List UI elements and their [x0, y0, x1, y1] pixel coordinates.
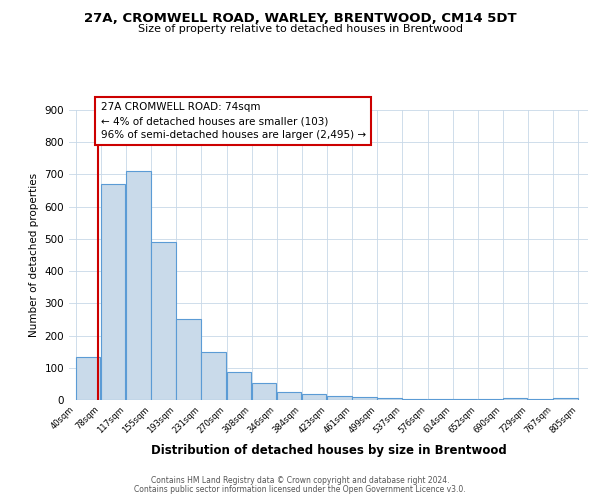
Bar: [176, 320, 201, 400]
Text: Size of property relative to detached houses in Brentwood: Size of property relative to detached ho…: [137, 24, 463, 34]
Bar: [227, 372, 251, 400]
Bar: [252, 383, 277, 400]
Bar: [277, 392, 301, 400]
Bar: [127, 171, 151, 400]
Text: 27A CROMWELL ROAD: 74sqm
← 4% of detached houses are smaller (103)
96% of semi-d: 27A CROMWELL ROAD: 74sqm ← 4% of detache…: [101, 102, 365, 141]
Bar: [328, 396, 352, 400]
Bar: [503, 398, 527, 400]
Bar: [529, 398, 553, 400]
Bar: [453, 399, 478, 400]
Bar: [101, 184, 125, 400]
X-axis label: Distribution of detached houses by size in Brentwood: Distribution of detached houses by size …: [151, 444, 506, 456]
Bar: [76, 356, 100, 400]
Text: 27A, CROMWELL ROAD, WARLEY, BRENTWOOD, CM14 5DT: 27A, CROMWELL ROAD, WARLEY, BRENTWOOD, C…: [83, 12, 517, 26]
Bar: [428, 399, 452, 400]
Bar: [553, 398, 578, 400]
Text: Contains HM Land Registry data © Crown copyright and database right 2024.: Contains HM Land Registry data © Crown c…: [151, 476, 449, 485]
Bar: [302, 394, 326, 400]
Y-axis label: Number of detached properties: Number of detached properties: [29, 173, 39, 337]
Bar: [377, 398, 402, 400]
Bar: [352, 397, 377, 400]
Bar: [478, 399, 502, 400]
Text: Contains public sector information licensed under the Open Government Licence v3: Contains public sector information licen…: [134, 484, 466, 494]
Bar: [151, 242, 176, 400]
Bar: [402, 398, 427, 400]
Bar: [201, 352, 226, 400]
